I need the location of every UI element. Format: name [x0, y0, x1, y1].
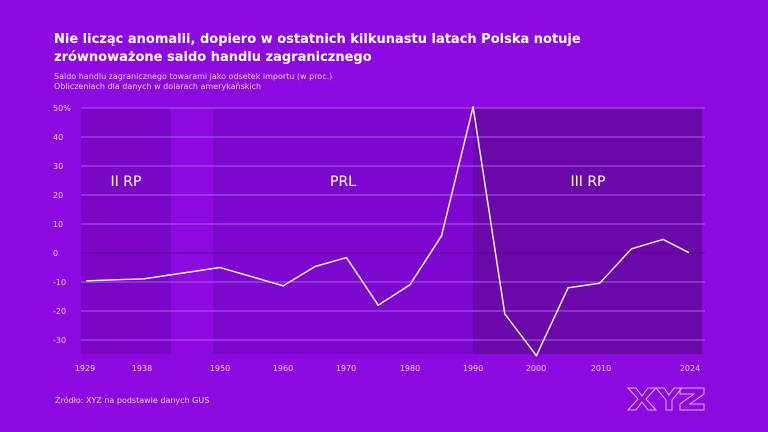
y-tick-label: 40 [53, 133, 63, 142]
xyz-logo [626, 387, 705, 411]
y-tick-label: 10 [53, 220, 63, 229]
data-point [630, 248, 633, 250]
data-point [567, 287, 569, 289]
era-label: PRL [330, 174, 356, 190]
data-point [472, 106, 474, 108]
y-tick-label: -10 [53, 278, 66, 287]
data-point [314, 265, 316, 268]
x-tick-label: 1970 [336, 364, 356, 373]
data-point [687, 251, 690, 254]
chart-title: Nie licząc anomalii, dopiero w ostatnich… [54, 32, 581, 65]
data-point [409, 284, 411, 286]
x-tick-label: 2000 [526, 364, 546, 373]
x-tick-label: 1938 [132, 364, 152, 373]
x-tick-label: 1950 [210, 364, 230, 373]
x-tick-label: 1929 [75, 364, 95, 373]
y-tick-label: -30 [53, 336, 66, 345]
data-point [345, 256, 348, 259]
era-band [473, 108, 702, 354]
x-tick-label: 1980 [400, 364, 420, 373]
y-tick-label: 0 [53, 249, 58, 258]
y-tick-label: -20 [53, 307, 66, 316]
era-band [81, 108, 171, 354]
subtitle-line: Saldo handlu zagranicznego towarami jako… [54, 72, 333, 81]
x-tick-label: 2010 [591, 364, 611, 373]
data-point [503, 313, 506, 315]
era-label: II RP [111, 174, 142, 190]
data-point [598, 282, 601, 284]
x-tick-label: 1990 [463, 364, 483, 373]
data-point [86, 280, 88, 282]
data-point [219, 266, 221, 269]
data-point [662, 238, 664, 241]
y-tick-label: 30 [53, 162, 63, 171]
x-tick-label: 1960 [273, 364, 293, 373]
chart-subtitle: Saldo handlu zagranicznego towarami jako… [54, 72, 332, 92]
era-label: III RP [570, 174, 605, 190]
data-point [535, 354, 538, 357]
y-tick-label: 20 [53, 191, 63, 200]
data-point [143, 278, 145, 280]
subtitle-line: Obliczeniach dla danych w dolarach amery… [54, 82, 262, 91]
era-band [213, 108, 473, 354]
y-tick-label: 50% [53, 104, 71, 113]
data-point [377, 304, 379, 307]
x-tick-label: 2024 [680, 364, 700, 373]
data-point [282, 284, 285, 287]
source-note: Źródło: XYZ na podstawie danych GUS [55, 396, 210, 405]
data-point [440, 235, 443, 237]
